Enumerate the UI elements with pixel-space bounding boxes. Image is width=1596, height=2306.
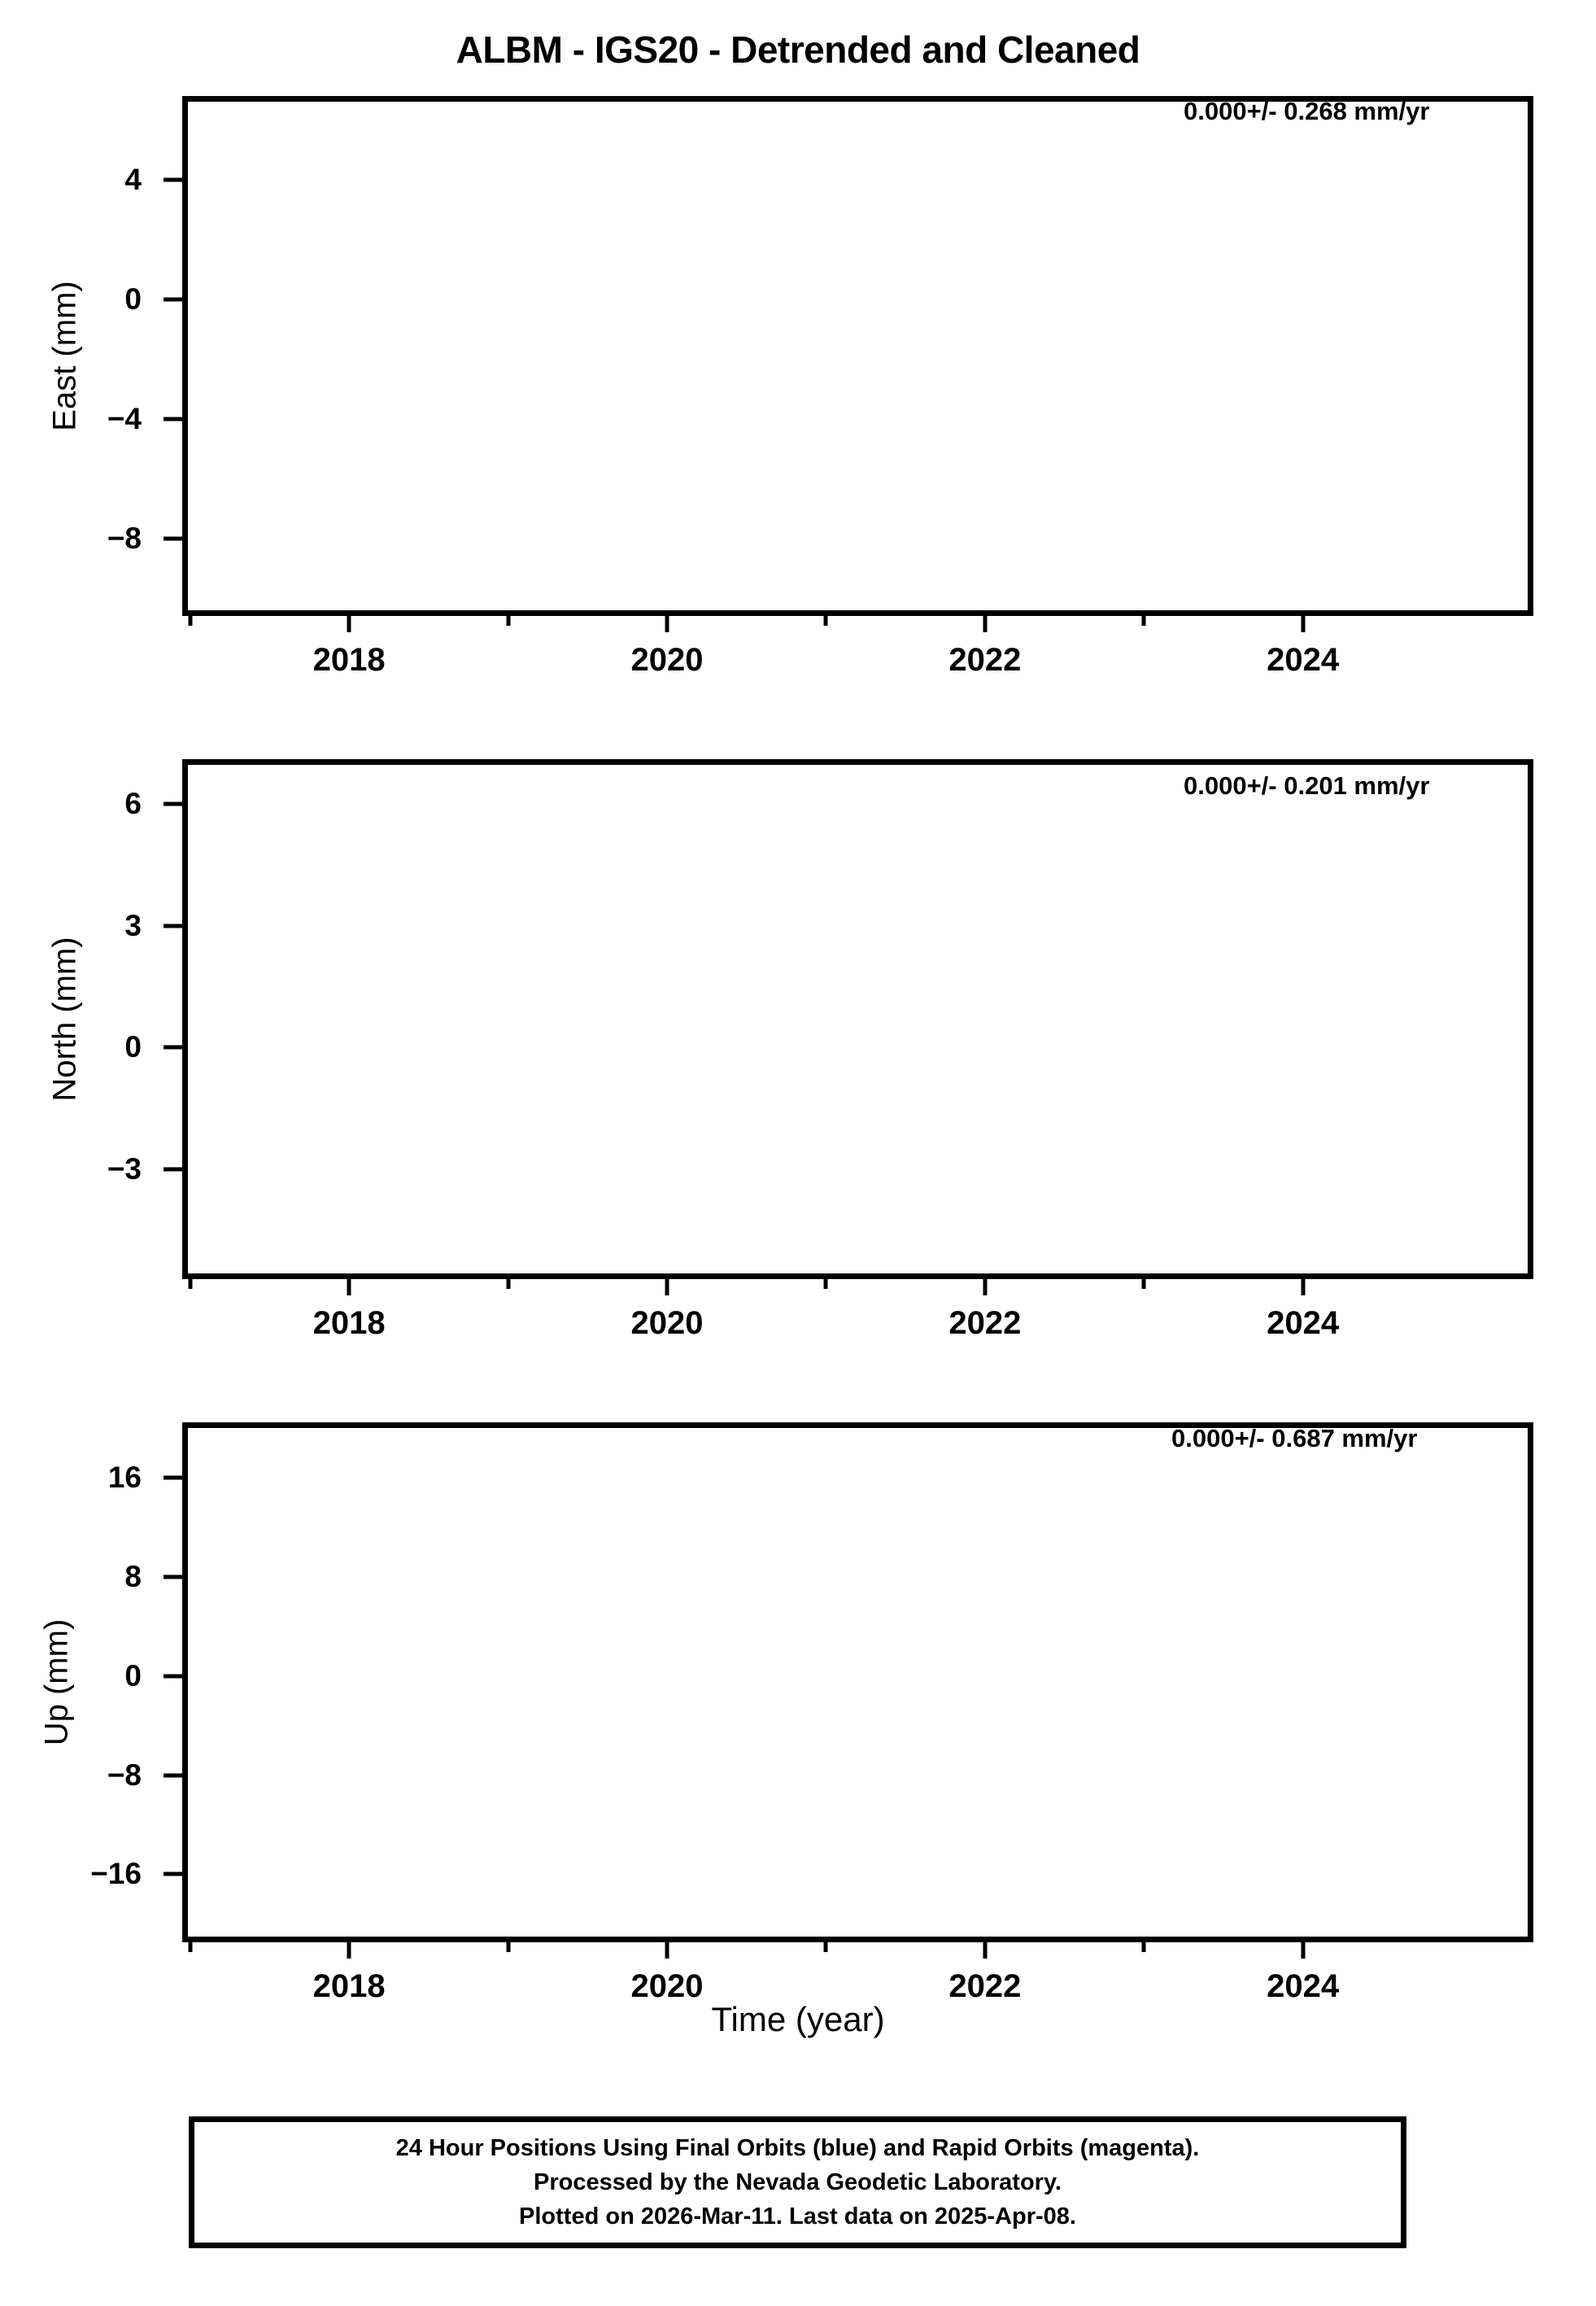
xtick-mark-north-3 bbox=[1301, 1279, 1306, 1295]
xtick-mark-east-0 bbox=[347, 616, 351, 632]
xtick-mark-up-3 bbox=[1301, 1942, 1306, 1959]
xtick-label-north-0: 2018 bbox=[312, 1305, 386, 1341]
ytick-mark-up-1 bbox=[164, 1574, 182, 1579]
ytick-mark-north-3 bbox=[164, 1167, 182, 1172]
ytick-label-east-1: 0 bbox=[124, 282, 142, 316]
panel-east-rate-label: 0.000+/- 0.268 mm/yr bbox=[1184, 97, 1430, 125]
ytick-label-north-2: 0 bbox=[124, 1030, 142, 1064]
xtick-mark-east-2 bbox=[983, 616, 988, 632]
xtick-minor-east-2019 bbox=[506, 616, 511, 626]
xtick-minor-up-2019 bbox=[506, 1942, 511, 1952]
panel-up-frame bbox=[182, 1422, 1533, 1942]
xtick-mark-up-2 bbox=[983, 1942, 988, 1959]
ytick-mark-up-2 bbox=[164, 1674, 182, 1679]
ytick-label-north-0: 6 bbox=[124, 786, 142, 820]
ytick-mark-north-0 bbox=[164, 801, 182, 806]
ytick-mark-east-2 bbox=[164, 417, 182, 421]
xtick-mark-east-1 bbox=[665, 616, 669, 632]
ytick-mark-east-3 bbox=[164, 536, 182, 541]
xtick-label-north-3: 2024 bbox=[1267, 1305, 1340, 1341]
xtick-minor-east-2017 bbox=[188, 616, 193, 626]
xtick-minor-north-2023 bbox=[1141, 1279, 1146, 1289]
xtick-minor-east-2021 bbox=[823, 616, 828, 626]
xtick-minor-up-2017 bbox=[188, 1942, 193, 1952]
xtick-label-up-3: 2024 bbox=[1267, 1968, 1340, 2004]
panel-north-rate-label: 0.000+/- 0.201 mm/yr bbox=[1184, 771, 1430, 800]
ytick-label-north-3: −3 bbox=[107, 1152, 142, 1186]
panel-east bbox=[182, 96, 1533, 616]
panel-up-rate-label: 0.000+/- 0.687 mm/yr bbox=[1171, 1424, 1418, 1452]
ytick-mark-east-0 bbox=[164, 177, 182, 182]
ytick-mark-north-2 bbox=[164, 1045, 182, 1050]
xtick-minor-up-2023 bbox=[1141, 1942, 1146, 1952]
xtick-mark-up-0 bbox=[347, 1942, 351, 1959]
ytick-mark-east-1 bbox=[164, 297, 182, 302]
xtick-minor-north-2017 bbox=[188, 1279, 193, 1289]
ytick-mark-north-1 bbox=[164, 924, 182, 928]
panel-north-frame bbox=[182, 759, 1533, 1279]
ytick-mark-up-3 bbox=[164, 1773, 182, 1778]
xtick-label-east-2: 2022 bbox=[948, 642, 1022, 678]
xtick-mark-up-1 bbox=[665, 1942, 669, 1959]
ytick-mark-up-4 bbox=[164, 1871, 182, 1876]
xtick-minor-north-2021 bbox=[823, 1279, 828, 1289]
xtick-mark-east-3 bbox=[1301, 616, 1306, 632]
panel-north-ylabel: North (mm) bbox=[46, 937, 83, 1102]
ytick-label-up-0: 16 bbox=[107, 1461, 142, 1495]
ytick-label-up-3: −8 bbox=[107, 1758, 142, 1792]
ytick-label-east-0: 4 bbox=[124, 162, 142, 196]
xtick-label-north-2: 2022 bbox=[948, 1305, 1022, 1341]
caption-line-3: Plotted on 2026-Mar-11. Last data on 202… bbox=[519, 2203, 1076, 2230]
xtick-label-up-1: 2020 bbox=[630, 1968, 704, 2004]
xtick-label-up-2: 2022 bbox=[948, 1968, 1022, 2004]
x-axis-title: Time (year) bbox=[711, 2000, 885, 2038]
ytick-label-up-4: −16 bbox=[90, 1857, 142, 1891]
caption-line-1: 24 Hour Positions Using Final Orbits (bl… bbox=[395, 2134, 1200, 2161]
page-title: ALBM - IGS20 - Detrended and Cleaned bbox=[456, 28, 1140, 71]
panel-north bbox=[182, 759, 1533, 1279]
xtick-mark-north-0 bbox=[347, 1279, 351, 1295]
xtick-minor-north-2019 bbox=[506, 1279, 511, 1289]
ytick-label-east-2: −4 bbox=[107, 401, 142, 435]
ytick-label-up-2: 0 bbox=[124, 1658, 142, 1692]
ytick-label-up-1: 8 bbox=[124, 1560, 142, 1594]
xtick-label-east-1: 2020 bbox=[630, 642, 704, 678]
xtick-mark-north-2 bbox=[983, 1279, 988, 1295]
ytick-mark-up-0 bbox=[164, 1475, 182, 1480]
caption-line-2: Processed by the Nevada Geodetic Laborat… bbox=[534, 2168, 1062, 2195]
xtick-mark-north-1 bbox=[665, 1279, 669, 1295]
xtick-minor-up-2021 bbox=[823, 1942, 828, 1952]
panel-east-frame bbox=[182, 96, 1533, 616]
caption-box: 24 Hour Positions Using Final Orbits (bl… bbox=[189, 2116, 1406, 2248]
ytick-label-east-3: −8 bbox=[107, 521, 142, 555]
xtick-label-up-0: 2018 bbox=[312, 1968, 386, 2004]
xtick-label-north-1: 2020 bbox=[630, 1305, 704, 1341]
xtick-minor-east-2023 bbox=[1141, 616, 1146, 626]
ytick-label-north-1: 3 bbox=[124, 908, 142, 942]
xtick-label-east-0: 2018 bbox=[312, 642, 386, 678]
xtick-label-east-3: 2024 bbox=[1267, 642, 1340, 678]
panel-up bbox=[182, 1422, 1533, 1942]
